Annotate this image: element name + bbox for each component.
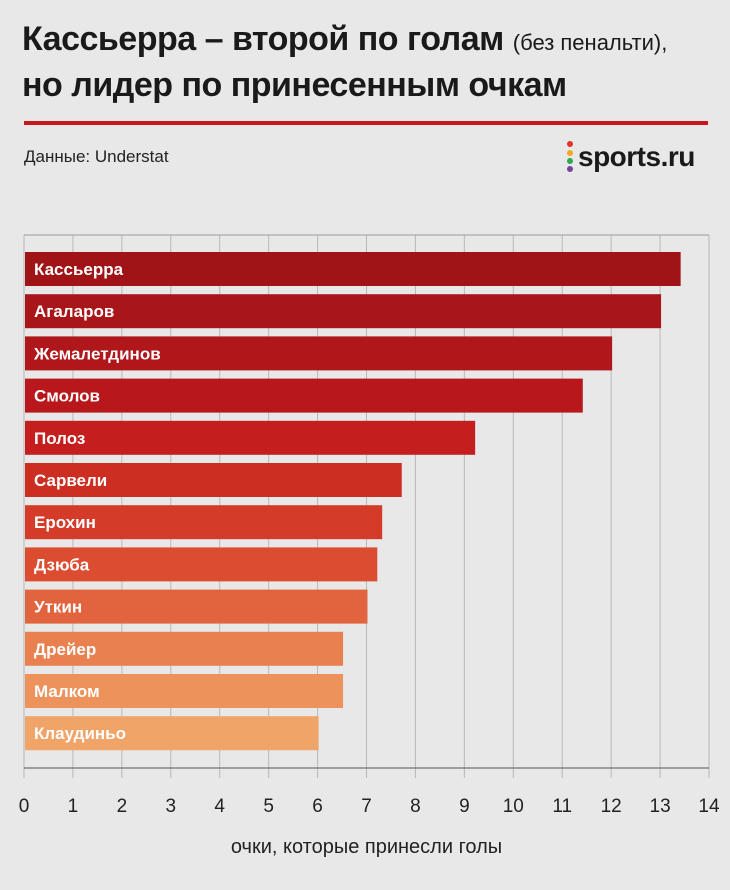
bar [25, 505, 383, 540]
bar-label: Смолов [34, 387, 100, 406]
bar [25, 547, 378, 582]
bar [25, 463, 402, 497]
bar-label: Дрейер [34, 640, 96, 659]
bar [25, 674, 344, 708]
bar [25, 336, 613, 371]
title-note: (без пенальти), [512, 30, 668, 55]
bar [25, 716, 319, 751]
title-line-1: Кассьерра – второй по голам [22, 20, 504, 58]
x-tick-label: 13 [650, 796, 671, 817]
bar-label: Клаудиньо [34, 724, 126, 743]
bar-label: Агаларов [34, 302, 114, 321]
bar [25, 631, 344, 666]
bar-label: Малком [34, 682, 100, 701]
x-tick-label: 11 [552, 796, 572, 817]
x-tick-label: 3 [165, 796, 176, 817]
bar-label: Дзюба [34, 555, 90, 574]
x-tick-label: 7 [361, 796, 372, 817]
x-tick-label: 1 [68, 796, 79, 817]
x-tick-label: 4 [214, 796, 225, 817]
bar [25, 589, 368, 624]
logo-dots-icon [566, 141, 574, 173]
x-tick-label: 5 [263, 796, 274, 817]
x-tick-label: 0 [19, 796, 30, 817]
sports-ru-logo: sports.ru [566, 138, 695, 176]
bar [25, 378, 583, 413]
bar-label: Ерохин [34, 513, 96, 532]
x-tick-label: 12 [601, 796, 622, 817]
x-tick-label: 6 [312, 796, 323, 817]
bar-label: Кассьерра [34, 260, 124, 279]
logo-text: sports.ru [578, 141, 695, 172]
bar-label: Уткин [34, 598, 82, 617]
x-axis-title: очки, которые принесли голы [231, 836, 502, 858]
bar-label: Сарвели [34, 471, 107, 490]
bar [25, 294, 662, 329]
bar-label: Жемалетдинов [33, 344, 161, 363]
bar [25, 420, 476, 455]
x-tick-label: 9 [459, 796, 470, 817]
bar-label: Полоз [34, 429, 85, 448]
x-tick-label: 14 [698, 796, 720, 817]
x-tick-label: 2 [117, 796, 128, 817]
data-source: Данные: Understat [24, 147, 169, 166]
x-tick-label: 8 [410, 796, 421, 817]
bar [25, 252, 681, 286]
x-tick-label: 10 [503, 796, 524, 817]
chart-title: Кассьерра – второй по голам (без пенальт… [22, 18, 712, 106]
title-line-2: но лидер по принесенным очкам [22, 66, 567, 104]
title-divider [24, 121, 708, 125]
